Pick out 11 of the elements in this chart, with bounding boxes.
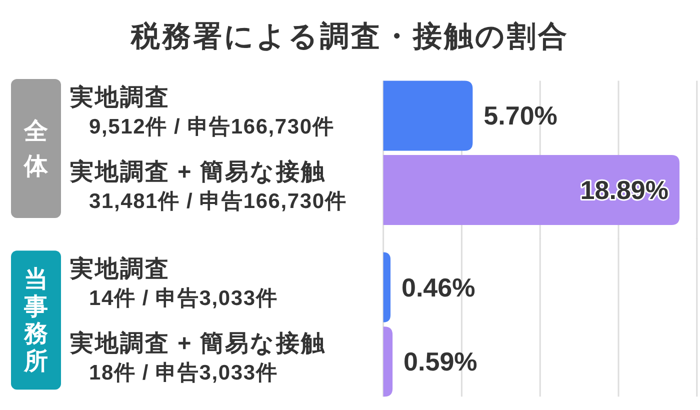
data-label: 0.59% xyxy=(404,346,478,377)
chart-title: 税務署による調査・接触の割合 xyxy=(130,20,569,53)
data-label: 18.89% xyxy=(580,175,668,205)
y-tick-label: 実地調査 14件 / 申告3,033件 xyxy=(69,254,278,310)
y-tick-label: 実地調査 9,512件 / 申告166,730件 xyxy=(69,83,334,138)
data-label: 5.70% xyxy=(484,100,558,131)
y-axis-title: 当事務所 xyxy=(23,266,48,374)
y-tick-label: 実地調査 + 簡易な接触 31,481件 / 申告166,730件 xyxy=(69,157,347,212)
data-label: 0.46% xyxy=(402,272,476,302)
y-tick-label: 実地調査 + 簡易な接触 18件 / 申告3,033件 xyxy=(69,328,326,384)
y-axis-title: 全体 xyxy=(23,118,49,180)
